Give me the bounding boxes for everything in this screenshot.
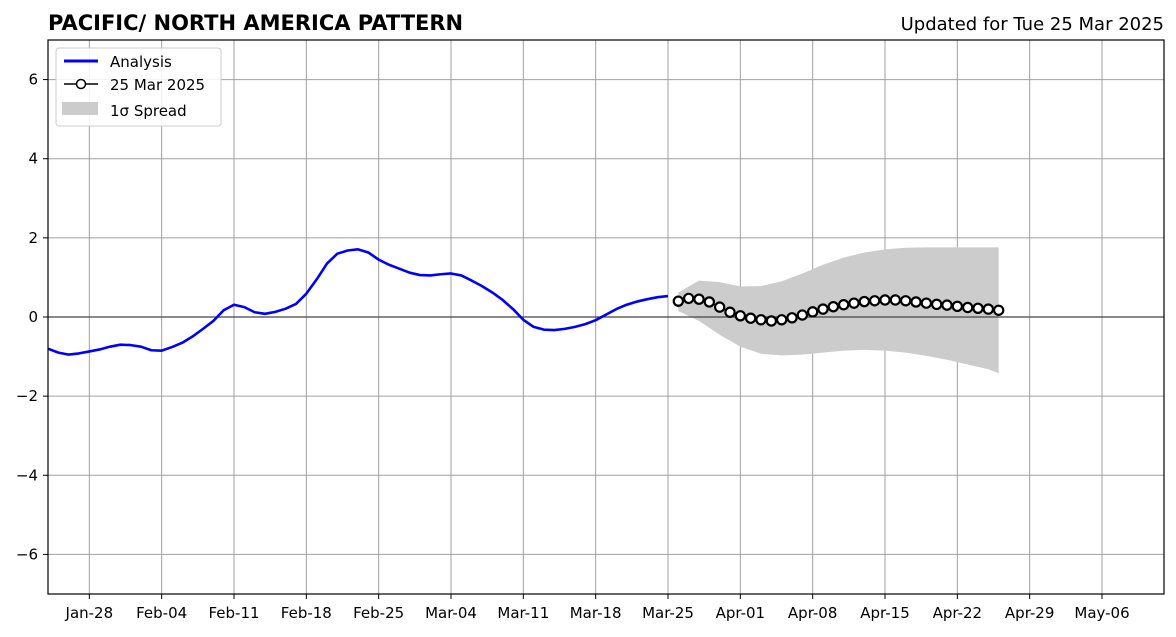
chart-subtitle: Updated for Tue 25 Mar 2025	[901, 14, 1164, 35]
forecast-point	[868, 295, 881, 307]
axis-ticks: Jan-28 Feb-04 Feb-11 Feb-18 Feb-25 Mar-04 Mar-…	[16, 71, 1130, 622]
y-tick-label: 0	[28, 308, 38, 326]
forecast-point	[972, 302, 984, 314]
forecast-point	[941, 299, 953, 311]
forecast-point	[786, 312, 798, 324]
x-tick-label: Mar-18	[570, 604, 622, 622]
x-tick-label: Feb-18	[281, 604, 332, 622]
forecast-point	[765, 315, 778, 327]
forecast-point	[992, 304, 1005, 316]
y-tick-label: −2	[16, 387, 38, 405]
x-tick-label: Apr-22	[933, 604, 983, 622]
y-tick-label: −4	[16, 466, 38, 484]
x-tick-label: Feb-04	[136, 604, 187, 622]
forecast-point	[672, 295, 685, 307]
x-tick-label: Apr-29	[1005, 604, 1055, 622]
forecast-point	[879, 294, 891, 306]
forecast-point	[982, 303, 995, 315]
forecast-point	[858, 295, 871, 308]
legend: Analysis 25 Mar 2025 1σ Spread	[55, 47, 222, 127]
chart-title: PACIFIC/ NORTH AMERICA PATTERN	[48, 11, 463, 35]
x-tick-label: Mar-25	[642, 604, 694, 622]
x-tick-label: Mar-11	[497, 604, 549, 622]
forecast-point	[796, 309, 809, 321]
x-tick-label: Feb-25	[353, 604, 404, 622]
forecast-point	[889, 294, 902, 306]
legend-forecast-label: 25 Mar 2025	[110, 76, 205, 94]
forecast-point	[817, 303, 829, 315]
forecast-point	[693, 293, 705, 305]
forecast-point	[703, 296, 716, 308]
forecast-point	[713, 301, 726, 313]
forecast-point	[961, 301, 974, 314]
legend-spread-label: 1σ Spread	[110, 102, 187, 120]
forecast-point	[899, 295, 912, 307]
legend-spread-swatch	[62, 102, 98, 115]
spread-band	[678, 247, 999, 374]
x-tick-label: Apr-15	[860, 604, 910, 622]
x-tick-label: Feb-11	[208, 604, 259, 622]
x-tick-label: May-06	[1074, 604, 1129, 622]
forecast-point	[755, 314, 767, 326]
forecast-point	[734, 310, 747, 322]
forecast-point	[910, 296, 922, 308]
forecast-point	[930, 298, 943, 311]
forecast-point	[920, 297, 933, 309]
forecast-point	[744, 312, 757, 324]
forecast-point	[848, 297, 860, 309]
y-tick-label: 4	[28, 150, 38, 168]
y-tick-label: 6	[28, 71, 38, 89]
forecast-point	[775, 314, 788, 326]
y-tick-label: −6	[16, 545, 38, 563]
x-tick-label: Mar-04	[425, 604, 477, 622]
analysis-line	[47, 248, 669, 356]
legend-analysis-label: Analysis	[110, 53, 172, 71]
forecast-point	[806, 306, 819, 318]
x-tick-label: Apr-08	[788, 604, 838, 622]
spread-band-group	[678, 247, 999, 374]
y-tick-label: 2	[28, 229, 38, 247]
legend-forecast-marker	[75, 78, 87, 90]
x-tick-label: Apr-01	[716, 604, 766, 622]
forecast-point	[837, 299, 850, 311]
forecast-series-group	[672, 292, 1005, 327]
analysis-series-group	[47, 248, 669, 356]
forecast-point	[682, 292, 695, 305]
forecast-point	[827, 301, 840, 313]
forecast-point	[951, 300, 964, 313]
forecast-point	[724, 306, 736, 318]
x-tick-label: Jan-28	[65, 604, 114, 622]
